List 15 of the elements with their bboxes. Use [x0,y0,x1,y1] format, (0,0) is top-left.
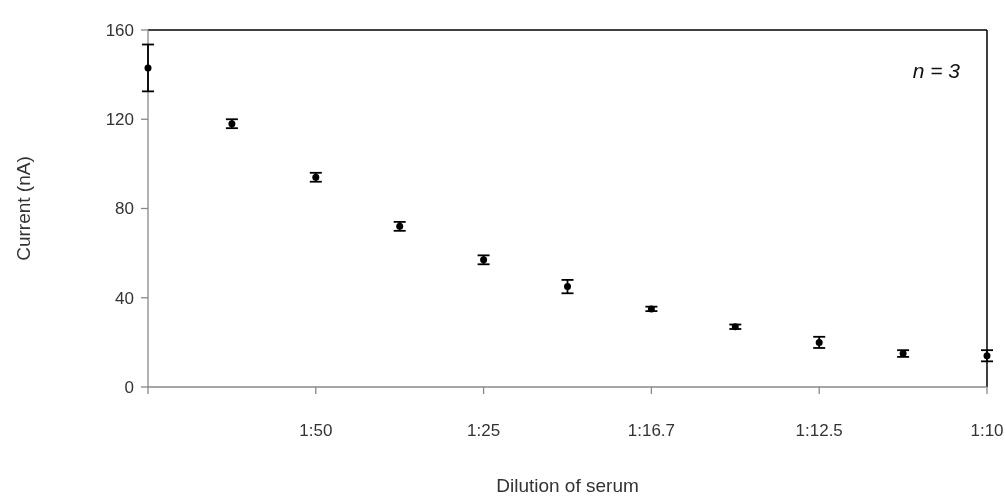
point [564,283,571,291]
y-axis-title: Current (nA) [13,156,34,261]
x-tick-label: 1:12.5 [795,421,843,440]
y-tick-label: 80 [115,199,134,219]
y-tick-label: 160 [105,20,134,40]
y-tick-label: 0 [124,377,134,397]
x-axis-title: Dilution of serum [496,475,639,496]
x-tick-label: 1:10 [970,421,1004,440]
x-tick-label: 1:16.7 [627,421,676,440]
y-tick-label: 40 [115,288,134,308]
annotation: n = 3 [912,59,961,82]
x-tick-label: 1:25 [467,421,501,440]
y-tick-label: 120 [105,110,134,130]
x-tick-label: 1:50 [299,421,333,440]
point [144,64,152,72]
